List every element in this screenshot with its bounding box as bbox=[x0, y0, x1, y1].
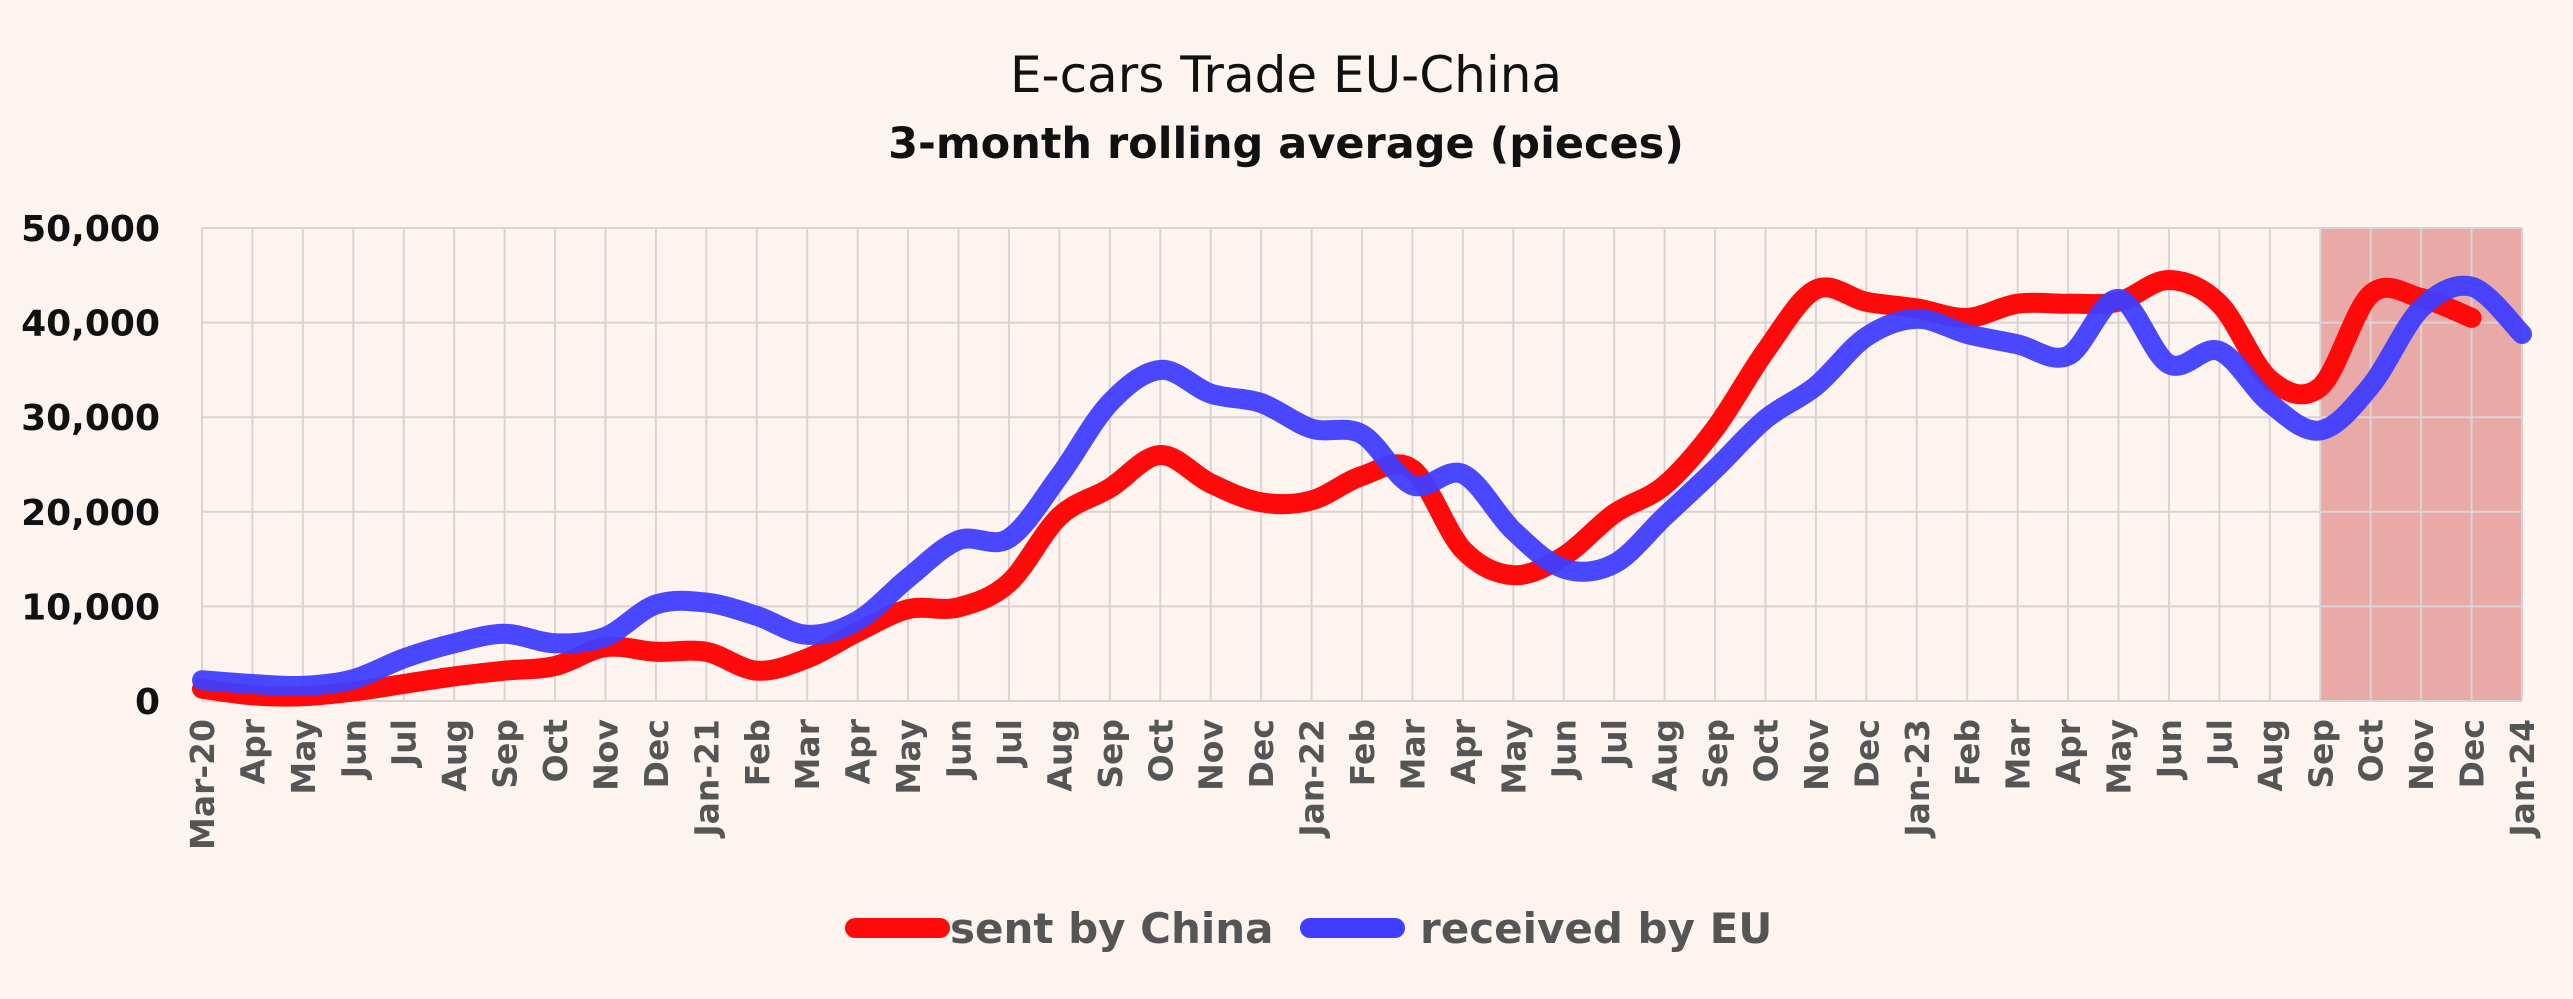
x-tick-label: Jun bbox=[2150, 719, 2189, 780]
x-tick-label: May bbox=[2100, 719, 2139, 795]
x-tick-label: Oct bbox=[2352, 719, 2391, 783]
x-tick-label: Feb bbox=[738, 719, 777, 786]
x-tick-label: Jul bbox=[2200, 719, 2239, 768]
x-tick-label: Dec bbox=[1847, 719, 1886, 788]
x-tick-label: Nov bbox=[586, 719, 625, 791]
x-tick-label: Jun bbox=[1545, 719, 1584, 780]
y-tick-label: 20,000 bbox=[21, 493, 160, 534]
x-tick-label: Sep bbox=[1091, 719, 1130, 789]
chart-title: E-cars Trade EU-China bbox=[1010, 46, 1562, 104]
legend-label: received by EU bbox=[1420, 904, 1772, 953]
x-tick-label: Apr bbox=[839, 718, 878, 784]
legend-item-received-by-eu: received by EU bbox=[1300, 904, 1772, 953]
x-tick-label: Oct bbox=[1746, 719, 1785, 783]
x-tick-label: Jul bbox=[990, 719, 1029, 768]
y-tick-label: 30,000 bbox=[21, 398, 160, 439]
x-tick-label: Oct bbox=[1141, 719, 1180, 783]
y-tick-label: 50,000 bbox=[21, 209, 160, 250]
x-tick-label: Sep bbox=[1696, 719, 1735, 789]
chart-subtitle: 3-month rolling average (pieces) bbox=[888, 119, 1684, 169]
x-tick-label: Sep bbox=[486, 719, 525, 789]
x-tick-label: Apr bbox=[1444, 718, 1483, 784]
x-tick-label: Aug bbox=[1646, 719, 1685, 792]
x-tick-label: May bbox=[1494, 719, 1533, 795]
x-tick-label: Mar bbox=[1999, 718, 2038, 790]
x-tick-label: May bbox=[284, 719, 323, 795]
x-tick-label: Mar-20 bbox=[183, 719, 222, 850]
grid bbox=[201, 227, 2523, 702]
x-tick-label: Mar bbox=[1393, 718, 1432, 790]
legend-label: sent by China bbox=[950, 904, 1274, 953]
legend-item-sent-by-china: sent by China bbox=[845, 904, 1274, 953]
y-axis: 0 10,000 20,000 30,000 40,000 50,000 bbox=[21, 209, 160, 723]
x-tick-label: Jan-22 bbox=[1293, 719, 1332, 839]
x-tick-label: May bbox=[889, 719, 928, 795]
x-tick-label: Jan-21 bbox=[687, 719, 726, 839]
x-tick-label: Mar bbox=[788, 718, 827, 790]
x-tick-label: Oct bbox=[536, 719, 575, 783]
x-tick-label: Feb bbox=[1343, 719, 1382, 786]
x-tick-label: Nov bbox=[1192, 719, 1231, 791]
x-tick-label: Jul bbox=[385, 719, 424, 768]
x-axis: Mar-20 Apr May Jun Jul Aug Sep Oct Nov Dec Jan-21 F… bbox=[183, 718, 2542, 850]
x-tick-label: Dec bbox=[637, 719, 676, 788]
x-tick-label: Aug bbox=[1040, 719, 1079, 792]
x-tick-label: Apr bbox=[233, 718, 272, 784]
y-tick-label: 40,000 bbox=[21, 304, 160, 345]
x-tick-label: Jan-23 bbox=[1898, 719, 1937, 839]
x-tick-label: Dec bbox=[1242, 719, 1281, 788]
x-tick-label: Jul bbox=[1595, 719, 1634, 768]
x-tick-label: Jun bbox=[334, 719, 373, 780]
x-tick-label: Aug bbox=[435, 719, 474, 792]
y-tick-label: 10,000 bbox=[21, 587, 160, 628]
series-line-received-by-eu bbox=[192, 275, 2532, 697]
x-tick-label: Jun bbox=[940, 719, 979, 780]
x-tick-label: Nov bbox=[2402, 719, 2441, 791]
series-lines bbox=[192, 270, 2532, 707]
x-tick-label: Dec bbox=[2453, 719, 2492, 788]
x-tick-label: Feb bbox=[1948, 719, 1987, 786]
x-tick-label: Aug bbox=[2251, 719, 2290, 792]
x-tick-label: Nov bbox=[1797, 719, 1836, 791]
legend: sent by China received by EU bbox=[845, 904, 1772, 953]
x-tick-label: Apr bbox=[2049, 718, 2088, 784]
x-tick-label: Jan-24 bbox=[2503, 719, 2542, 839]
x-tick-label: Sep bbox=[2301, 719, 2340, 789]
y-tick-label: 0 bbox=[135, 682, 160, 723]
